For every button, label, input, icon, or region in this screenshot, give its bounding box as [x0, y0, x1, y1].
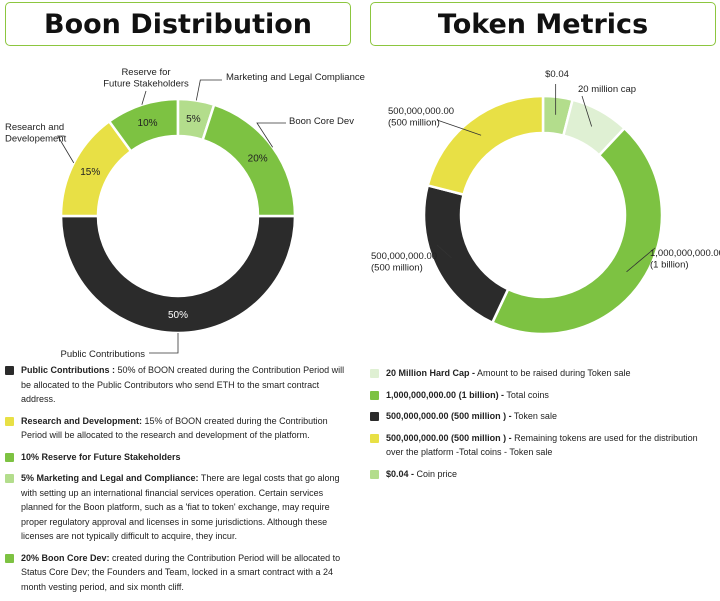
boon-slice-0-public-contributions: [59, 214, 297, 335]
legend-heading: 20 Million Hard Cap -: [386, 368, 476, 378]
leader-line: [195, 79, 222, 101]
token-legend-item: $0.04 - Coin price: [370, 467, 715, 482]
legend-heading: Public Contributions :: [21, 365, 115, 375]
token-legend-item: 500,000,000.00 (500 million ) - Token sa…: [370, 409, 715, 424]
token-metrics-title: Token Metrics: [370, 2, 716, 46]
leader-line: [141, 90, 147, 105]
legend-text: 15% of BOON created during the Contribut…: [21, 415, 328, 441]
legend-text: Remaining tokens are used for the distri…: [386, 432, 698, 458]
legend-swatch: [370, 412, 379, 421]
legend-heading: 500,000,000.00 (500 million ) -: [386, 411, 512, 421]
boon-distribution-legend: Public Contributions : 50% of BOON creat…: [5, 363, 350, 601]
token-legend-item: 1,000,000,000.00 (1 billion) - Total coi…: [370, 388, 715, 403]
boon-legend-item: 20% Boon Core Dev: created during the Co…: [5, 551, 350, 595]
token-legend-item: 500,000,000.00 (500 million ) - Remainin…: [370, 431, 715, 460]
boon-legend-item: Public Contributions : 50% of BOON creat…: [5, 363, 350, 407]
legend-swatch: [5, 474, 14, 483]
boon-value-label: 15%: [80, 167, 100, 178]
slice-label-boon-core-dev: Boon Core Dev: [289, 116, 354, 127]
leader-line: [436, 119, 482, 136]
slice-label-coin-price: $0.04: [545, 69, 569, 80]
boon-slice-4-boon-core-dev: [201, 103, 297, 218]
token-slice-4-500-000-000-00-500-million: [426, 94, 545, 197]
legend-heading: 10% Reserve for Future Stakeholders: [21, 451, 181, 462]
legend-swatch: [5, 553, 14, 563]
legend-text: Token sale: [511, 411, 557, 421]
legend-swatch: [5, 416, 14, 426]
slice-label-remaining-tokens: 500,000,000.00 (500 million): [388, 106, 454, 129]
token-legend-item: 20 Million Hard Cap - Amount to be raise…: [370, 366, 715, 381]
legend-text: Coin price: [414, 468, 458, 479]
boon-legend-item: Research and Development: 15% of BOON cr…: [5, 414, 350, 443]
boon-legend-item: 10% Reserve for Future Stakeholders: [5, 450, 350, 465]
legend-swatch: [5, 366, 14, 375]
legend-swatch: [370, 390, 379, 400]
legend-text: There are legal costs that go along with…: [21, 473, 340, 541]
slice-label-marketing: Marketing and Legal Compliance: [226, 72, 365, 83]
legend-heading: 1,000,000,000.00 (1 billion) -: [386, 389, 505, 400]
legend-heading: 20% Boon Core Dev:: [21, 552, 110, 563]
boon-value-label: 20%: [248, 154, 268, 165]
boon-value-label: 50%: [168, 310, 188, 321]
leader-line: [57, 135, 75, 164]
leader-line: [149, 333, 179, 354]
slice-label-reserve: Reserve for Future Stakeholders: [103, 67, 189, 90]
legend-heading: 5% Marketing and Legal and Compliance:: [21, 473, 199, 483]
boon-legend-item: 5% Marketing and Legal and Compliance: T…: [5, 471, 350, 544]
boon-value-label: 5%: [186, 114, 201, 125]
boon-distribution-title: Boon Distribution: [5, 2, 351, 46]
token-slice-2-1-000-000-000-00-1-billion: [490, 126, 664, 336]
leader-line: [626, 247, 656, 273]
leader-line: [581, 95, 593, 127]
legend-text: created during the Contribution Period w…: [21, 552, 341, 592]
legend-swatch: [370, 469, 379, 479]
slice-label-total-coins: 1,000,000,000.00 (1 billion): [650, 248, 720, 271]
legend-text: Amount to be raised during Token sale: [475, 368, 631, 378]
leader-line: [256, 122, 286, 148]
slice-label-token-sale: 500,000,000.00 (500 million): [371, 251, 437, 274]
legend-text: 50% of BOON created during the Contribut…: [21, 365, 345, 404]
legend-heading: Research and Development:: [21, 415, 143, 426]
slice-label-research-development: Research and Developement: [5, 122, 67, 145]
boon-value-label: 10%: [138, 118, 158, 129]
legend-swatch: [5, 452, 14, 462]
legend-heading: 500,000,000.00 (500 million ) -: [386, 432, 512, 443]
slice-label-hard-cap: 20 million cap: [578, 84, 636, 95]
slice-label-public-contributions: Public Contributions: [61, 349, 146, 360]
legend-swatch: [370, 433, 379, 443]
legend-swatch: [370, 369, 379, 378]
legend-text: Total coins: [504, 389, 549, 400]
leader-line: [436, 244, 452, 259]
legend-heading: $0.04 -: [386, 468, 415, 479]
token-metrics-legend: 20 Million Hard Cap - Amount to be raise…: [370, 366, 715, 488]
